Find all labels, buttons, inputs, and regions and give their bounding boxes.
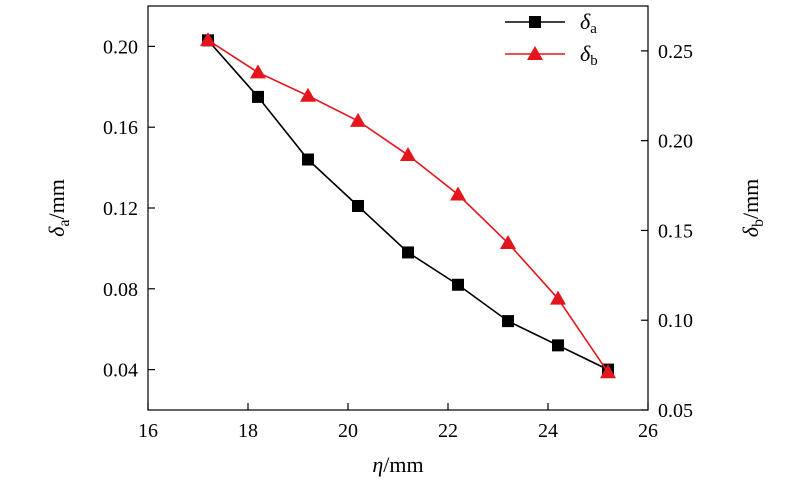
x-axis-title: η/mm — [372, 452, 423, 477]
legend: δa δb — [505, 9, 598, 69]
y-left-axis-title: δa/mm — [44, 179, 73, 237]
data-point-b — [250, 64, 266, 79]
series — [200, 32, 616, 379]
series-line-a — [207, 39, 609, 371]
data-point-b — [500, 235, 516, 250]
legend-entry-a: δa — [505, 9, 597, 37]
data-point-b — [200, 32, 216, 47]
y-right-tick-label: 0.20 — [658, 131, 693, 153]
data-point-b — [550, 290, 566, 305]
series-a — [202, 34, 614, 376]
y-right-tick-label: 0.25 — [658, 41, 693, 63]
series-line-b — [207, 39, 609, 373]
y-left-tick-label: 0.12 — [103, 198, 138, 220]
axes — [147, 5, 649, 411]
y-left-tick-label: 0.04 — [103, 360, 138, 382]
series-b — [200, 32, 616, 379]
x-tick-label: 16 — [138, 420, 158, 442]
x-tick-label: 24 — [538, 420, 558, 442]
axis-titles: η/mm δa/mm δb/mm — [44, 179, 767, 477]
y-right-tick-label: 0.05 — [658, 400, 693, 422]
data-point-b — [350, 112, 366, 127]
data-point-b — [450, 186, 466, 201]
plot-frame — [147, 5, 649, 411]
data-point-a — [552, 339, 564, 352]
x-tick-label: 20 — [338, 420, 358, 442]
data-point-b — [400, 147, 416, 162]
legend-marker — [529, 16, 541, 28]
y-left-tick-label: 0.20 — [103, 36, 138, 58]
y-right-tick-label: 0.15 — [658, 220, 693, 242]
legend-marker — [527, 46, 543, 60]
y-left-tick-label: 0.08 — [103, 279, 138, 301]
legend-entry-b: δb — [505, 41, 598, 69]
x-tick-label: 26 — [638, 420, 658, 442]
legend-label: δb — [580, 41, 598, 69]
data-point-a — [302, 153, 314, 166]
data-point-b — [600, 364, 616, 379]
y-right-tick-label: 0.10 — [658, 310, 693, 332]
data-point-a — [452, 278, 464, 291]
x-tick-label: 22 — [438, 420, 458, 442]
ticks: 16 18 20 22 24 26 0.04 0.08 0.12 0.16 0.20 0.05 0.10… — [103, 36, 693, 442]
legend-label: δa — [580, 9, 597, 37]
data-point-a — [502, 315, 514, 328]
y-left-tick-label: 0.16 — [103, 117, 138, 139]
data-point-a — [402, 246, 414, 259]
x-tick-label: 18 — [238, 420, 258, 442]
data-point-a — [352, 199, 364, 212]
data-point-a — [252, 90, 264, 103]
data-point-b — [300, 87, 316, 102]
y-right-axis-title: δb/mm — [738, 179, 767, 238]
